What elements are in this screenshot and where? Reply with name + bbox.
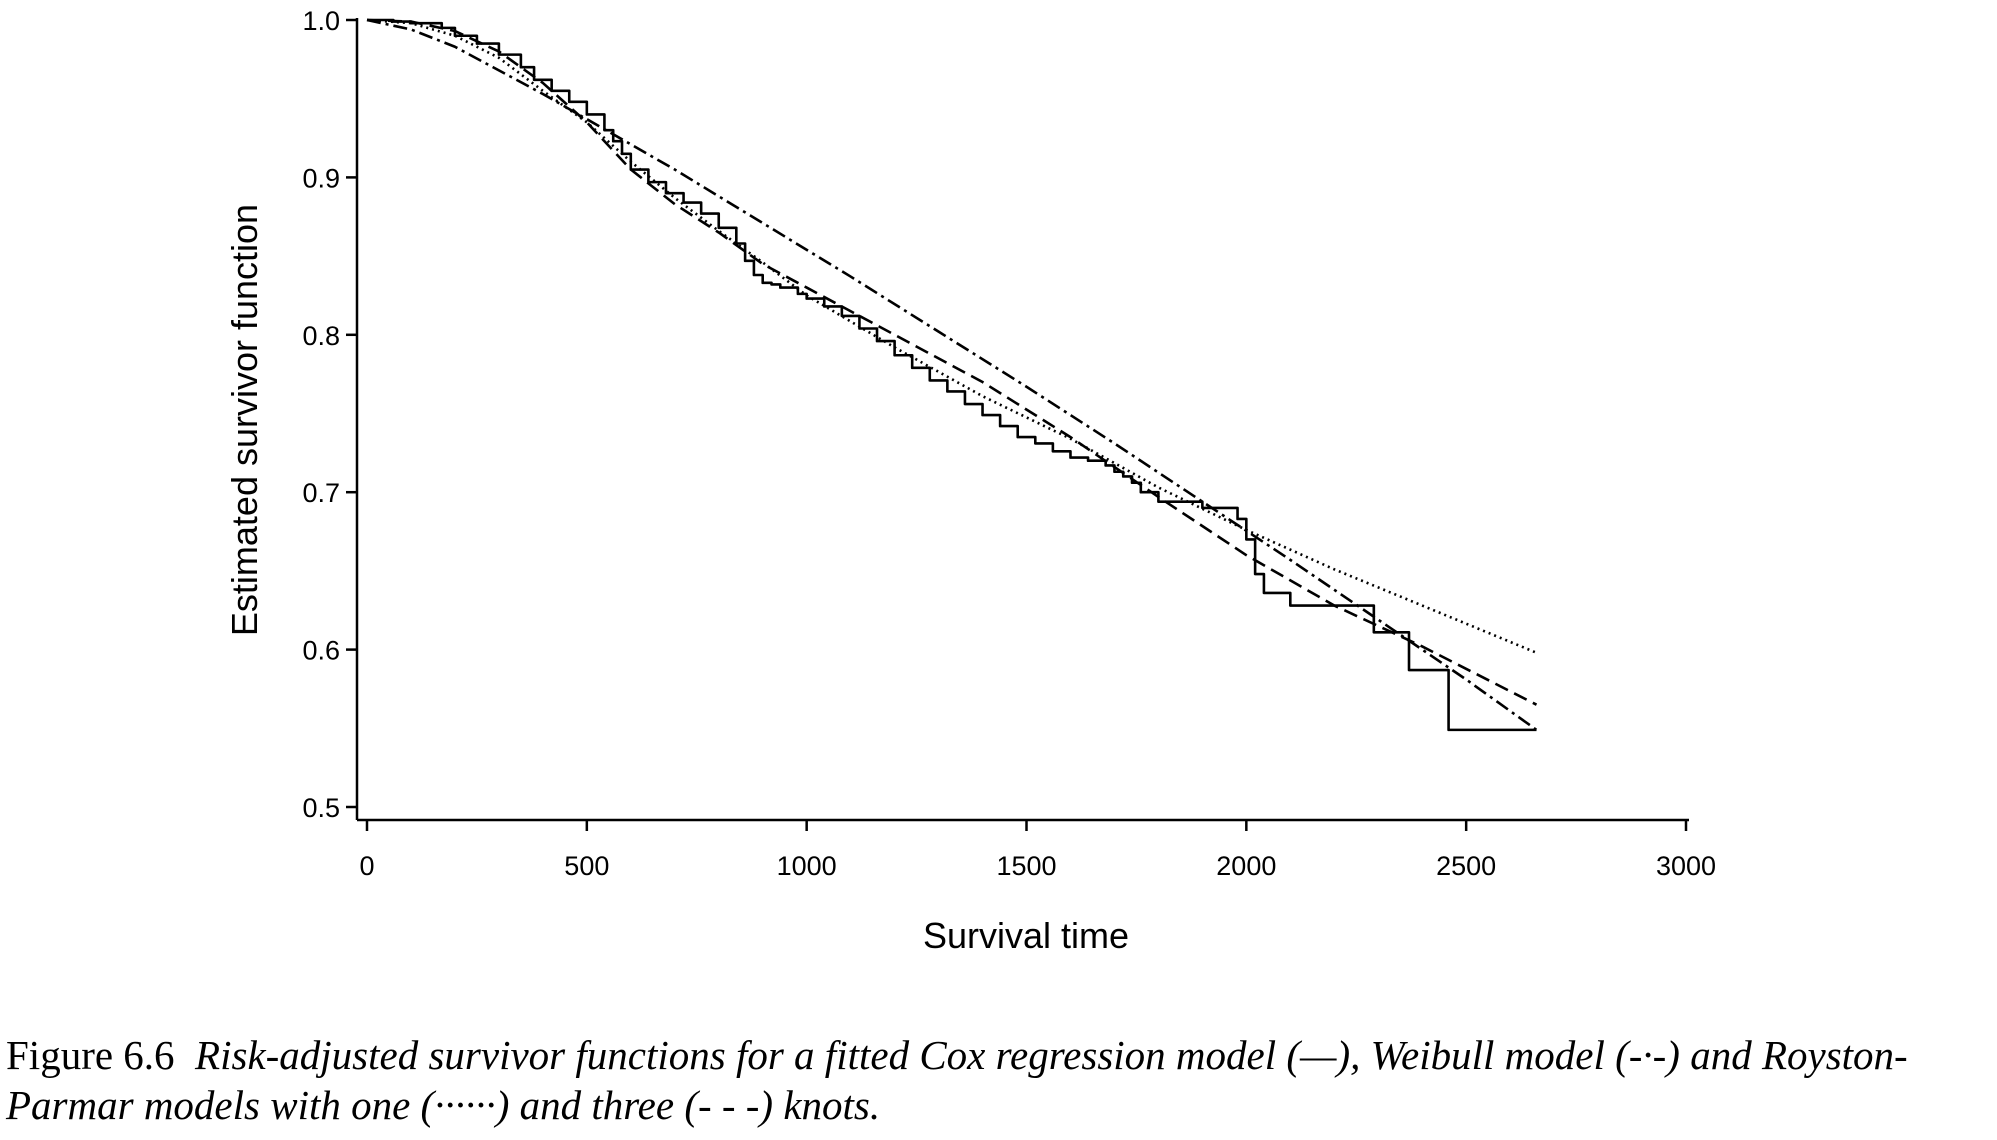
y-tick-label: 0.5: [302, 793, 340, 823]
cox-model-line: [367, 18, 1537, 732]
weibull-model-line: [366, 18, 1538, 731]
x-axis-title: Survival time: [923, 915, 1129, 956]
figure-caption-text: Risk-adjusted survivor functions for a f…: [6, 1032, 1908, 1128]
y-axis-title: Estimated survivor function: [224, 204, 265, 636]
figure-label: Figure 6.6: [6, 1032, 175, 1078]
y-tick-label: 0.6: [302, 636, 340, 666]
three-knot-model-line: [366, 18, 1538, 706]
x-tick-label: 0: [359, 851, 374, 881]
x-tick-label: 3000: [1656, 851, 1716, 881]
chart-ticks: 0 500 1000 1500 2000 2500 3000 0.5 0.6 0.7 0.8 0.9 1…: [302, 6, 1716, 881]
survivor-chart: 0 500 1000 1500 2000 2500 3000 0.5 0.6 0.7 0.8 0.9 1…: [224, 6, 1716, 956]
y-tick-label: 1.0: [302, 6, 340, 36]
one-knot-model-line: [366, 18, 1538, 654]
figure-caption: Figure 6.6 Risk-adjusted survivor functi…: [6, 1030, 1991, 1130]
y-tick-label: 0.9: [302, 163, 340, 193]
chart-series: [366, 18, 1538, 732]
y-tick-label: 0.8: [302, 321, 340, 351]
chart-axes: [355, 18, 1689, 822]
x-tick-label: 1000: [777, 851, 837, 881]
x-tick-label: 1500: [996, 851, 1056, 881]
x-tick-label: 2500: [1436, 851, 1496, 881]
x-tick-label: 2000: [1216, 851, 1276, 881]
y-tick-label: 0.7: [302, 478, 340, 508]
x-tick-label: 500: [564, 851, 609, 881]
